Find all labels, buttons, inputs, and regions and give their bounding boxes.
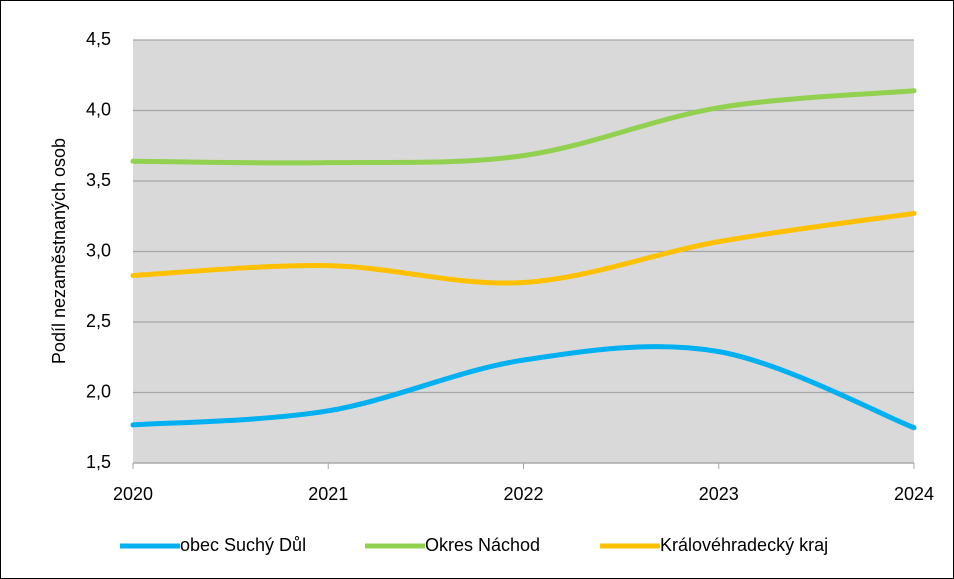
y-tick-label: 4,0 (86, 99, 111, 119)
y-axis-label: Podíl nezaměstnaných osob (49, 138, 69, 364)
y-tick-label: 3,5 (86, 170, 111, 190)
x-tick-label: 2024 (894, 484, 934, 504)
x-tick-label: 2022 (503, 484, 543, 504)
y-tick-label: 1,5 (86, 452, 111, 472)
series-line (130, 210, 917, 286)
legend-label: Královéhradecký kraj (660, 535, 828, 555)
y-tick-label: 2,5 (86, 311, 111, 331)
x-tick-label: 2023 (699, 484, 739, 504)
series-line (130, 344, 917, 431)
series-line (130, 88, 917, 166)
y-tick-label: 3,0 (86, 240, 111, 260)
x-tick-label: 2021 (308, 484, 348, 504)
x-tick-label: 2020 (113, 484, 153, 504)
y-tick-label: 4,5 (86, 29, 111, 49)
y-tick-label: 2,0 (86, 381, 111, 401)
legend-label: obec Suchý Důl (180, 535, 306, 555)
legend-label: Okres Náchod (425, 535, 540, 555)
